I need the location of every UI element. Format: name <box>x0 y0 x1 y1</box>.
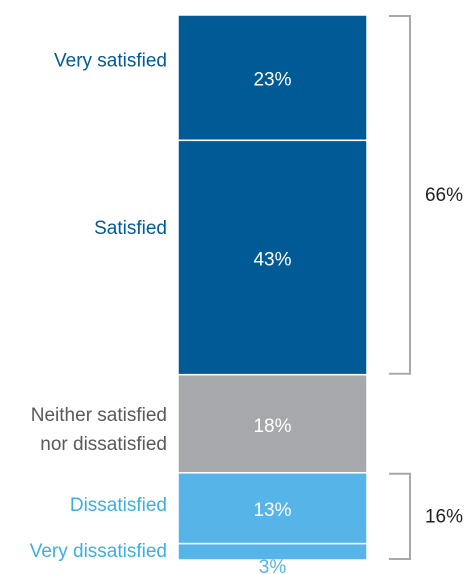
value-label-neither-satisfied-nor-dissatisfied: 18% <box>253 416 291 437</box>
category-label-very-dissatisfied: Very dissatisfied <box>30 541 167 562</box>
value-label-very-dissatisfied: 3% <box>259 557 287 574</box>
category-label-dissatisfied: Dissatisfied <box>70 495 167 516</box>
bracket-label-66: 66% <box>425 185 463 206</box>
bracket-16 <box>389 472 411 560</box>
category-label-very-satisfied: Very satisfied <box>54 50 167 71</box>
segment-satisfied <box>177 139 368 376</box>
category-label-neither-satisfied-nor-dissatisfied: Neither satisfied nor dissatisfied <box>31 405 167 455</box>
segment-very-dissatisfied <box>177 542 368 561</box>
category-label-satisfied: Satisfied <box>94 218 167 239</box>
value-label-very-satisfied: 23% <box>253 70 291 91</box>
bracket-66 <box>389 15 411 375</box>
value-labels: 23% 43% 18% 13% 3% <box>253 70 291 574</box>
value-label-satisfied: 43% <box>253 250 291 271</box>
category-labels: Very satisfied Satisfied Neither satisfied… <box>30 50 167 562</box>
bracket-label-16: 16% <box>425 506 463 527</box>
segment-very-satisfied <box>177 14 368 142</box>
bracket-annotations: 66% 16% <box>389 15 463 560</box>
segment-neither-satisfied-nor-dissatisfied <box>177 373 368 474</box>
bar-segments <box>177 14 368 561</box>
segment-dissatisfied <box>177 472 368 545</box>
value-label-dissatisfied: 13% <box>253 500 291 521</box>
